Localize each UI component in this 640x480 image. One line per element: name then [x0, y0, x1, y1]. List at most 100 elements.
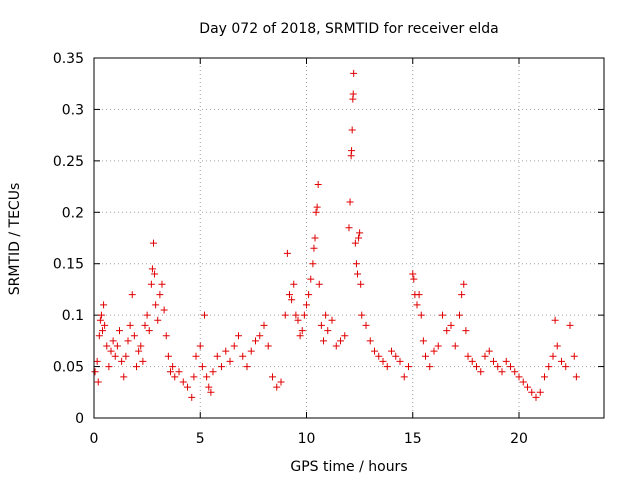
data-point [103, 342, 111, 350]
y-tick-label: 0.05 [53, 360, 84, 376]
data-point [355, 234, 363, 242]
data-point [524, 383, 531, 391]
data-point [426, 363, 434, 371]
data-point [498, 368, 506, 376]
data-point [198, 363, 206, 371]
data-point [130, 332, 138, 340]
y-tick-label: 0.35 [53, 51, 84, 67]
data-point [141, 321, 149, 329]
data-point [468, 357, 476, 365]
data-point [288, 296, 296, 304]
data-point [541, 373, 548, 381]
data-point [118, 357, 126, 365]
data-point [562, 363, 570, 371]
data-point [532, 393, 540, 401]
y-tick-label: 0 [75, 411, 84, 427]
y-tick-label: 0.2 [62, 205, 84, 221]
data-point [413, 301, 421, 309]
data-point [410, 275, 418, 283]
data-point [346, 198, 354, 206]
data-point [528, 388, 536, 396]
data-point [456, 311, 463, 319]
data-point [464, 352, 472, 360]
data-point [358, 311, 366, 319]
data-point [312, 208, 320, 216]
data-point [383, 363, 391, 371]
x-tick-label: 5 [196, 431, 205, 447]
data-point [396, 357, 404, 365]
data-point [133, 363, 140, 371]
grid [94, 58, 604, 418]
data-point [317, 321, 325, 329]
data-point [145, 327, 153, 335]
y-tick-label: 0.1 [62, 308, 84, 324]
data-point [481, 352, 489, 360]
data-point [422, 352, 429, 360]
axis-ticks: 0 0.05 0.1 0.15 0.2 0.25 0.3 0.35 0 5 10 15 20 [53, 51, 604, 447]
data-point [203, 373, 211, 381]
data-point [315, 280, 323, 288]
data-point [337, 337, 344, 345]
data-point [91, 368, 99, 376]
data-point [151, 270, 159, 278]
data-point [101, 321, 109, 329]
data-point [366, 337, 374, 345]
data-point [158, 280, 166, 288]
data-point [94, 378, 102, 386]
data-point [430, 347, 438, 355]
data-point [511, 368, 519, 376]
data-point [375, 352, 383, 360]
data-point [477, 368, 485, 376]
x-tick-label: 10 [298, 431, 316, 447]
data-point [570, 352, 578, 360]
data-point [553, 342, 561, 350]
data-point [281, 311, 289, 319]
data-point [352, 260, 360, 268]
data-point [362, 321, 370, 329]
data-point [350, 69, 358, 77]
data-point [230, 342, 238, 350]
data-point [247, 347, 255, 355]
data-point [283, 249, 291, 257]
plot-frame [93, 57, 605, 419]
data-point [549, 352, 557, 360]
data-point [152, 301, 160, 309]
data-point [205, 383, 213, 391]
data-point [419, 337, 427, 345]
data-point [348, 126, 356, 134]
data-point [400, 373, 408, 381]
data-point [209, 368, 217, 376]
data-point [341, 332, 349, 340]
data-point [551, 316, 559, 324]
data-point [356, 229, 364, 237]
x-tick-label: 15 [404, 431, 422, 447]
data-point [311, 234, 319, 242]
data-point [97, 311, 105, 319]
data-point [99, 327, 106, 335]
data-point [292, 311, 300, 319]
chart-title: Day 072 of 2018, SRMTID for receiver eld… [199, 21, 498, 37]
data-point [120, 373, 128, 381]
data-point [388, 347, 395, 355]
x-tick-label: 0 [90, 431, 99, 447]
data-point [148, 265, 156, 273]
data-point [409, 270, 417, 278]
y-axis-label: SRMTID / TECUs [7, 183, 23, 296]
data-point [371, 347, 378, 355]
data-point [116, 327, 123, 335]
data-point [190, 373, 198, 381]
data-point [558, 357, 565, 365]
data-point [286, 291, 293, 299]
data-point [171, 373, 179, 381]
data-point [105, 363, 113, 371]
data-point [188, 393, 196, 401]
data-point [95, 332, 103, 340]
data-point [167, 368, 174, 376]
data-point [175, 368, 183, 376]
data-point [169, 363, 177, 371]
data-point [349, 90, 357, 98]
data-point [447, 321, 455, 329]
data-point [473, 363, 480, 371]
data-point [235, 332, 242, 340]
